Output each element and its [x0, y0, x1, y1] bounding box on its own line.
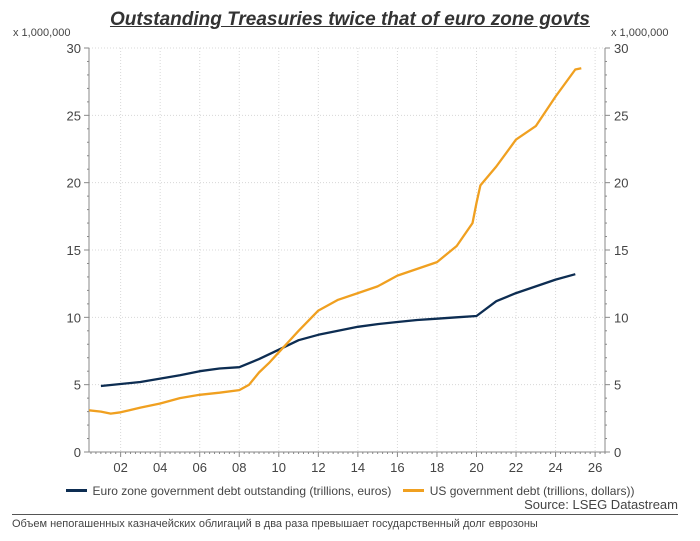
- y-tick-label-right: 30: [614, 41, 628, 56]
- y-tick-label-left: 20: [67, 176, 81, 191]
- source-note: Source: LSEG Datastream: [524, 497, 678, 512]
- left-axis-unit: x 1,000,000: [13, 27, 71, 39]
- x-tick-label: 24: [548, 460, 562, 475]
- y-tick-label-right: 5: [614, 378, 621, 393]
- x-tick-label: 12: [311, 460, 325, 475]
- y-tick-label-left: 25: [67, 108, 81, 123]
- y-tick-label-right: 15: [614, 243, 628, 258]
- y-tick-label-left: 5: [74, 378, 81, 393]
- y-tick-label-right: 20: [614, 176, 628, 191]
- x-tick-label: 26: [588, 460, 602, 475]
- legend-swatch-euro: [65, 489, 87, 492]
- y-tick-label-left: 15: [67, 243, 81, 258]
- legend-label-us: US government debt (trillions, dollars)): [429, 483, 635, 498]
- y-tick-label-right: 25: [614, 108, 628, 123]
- x-tick-label: 10: [272, 460, 286, 475]
- y-tick-label-left: 0: [74, 445, 81, 460]
- series-line-us: [88, 67, 582, 415]
- y-tick-label-left: 10: [67, 310, 81, 325]
- series-line-euro: [100, 273, 576, 388]
- x-tick-label: 22: [509, 460, 523, 475]
- x-tick-label: 20: [469, 460, 483, 475]
- chart-title: Outstanding Treasuries twice that of eur…: [109, 9, 590, 30]
- y-tick-label-right: 10: [614, 310, 628, 325]
- x-tick-label: 08: [232, 460, 246, 475]
- legend: Euro zone government debt outstanding (t…: [0, 481, 700, 498]
- caption: Объем непогашенных казначейских облигаци…: [12, 518, 538, 530]
- x-tick-label: 04: [153, 460, 167, 475]
- legend-label-euro: Euro zone government debt outstanding (t…: [92, 483, 392, 498]
- x-tick-label: 06: [192, 460, 206, 475]
- x-tick-label: 16: [390, 460, 404, 475]
- x-tick-label: 02: [113, 460, 127, 475]
- right-axis-unit: x 1,000,000: [611, 27, 669, 39]
- legend-swatch-us: [402, 489, 424, 492]
- x-tick-label: 14: [351, 460, 365, 475]
- legend-item-euro: Euro zone government debt outstanding (t…: [65, 483, 392, 498]
- y-tick-label-right: 0: [614, 445, 621, 460]
- legend-item-us: US government debt (trillions, dollars)): [402, 483, 635, 498]
- divider: [12, 514, 678, 515]
- x-tick-label: 18: [430, 460, 444, 475]
- y-tick-label-left: 30: [67, 41, 81, 56]
